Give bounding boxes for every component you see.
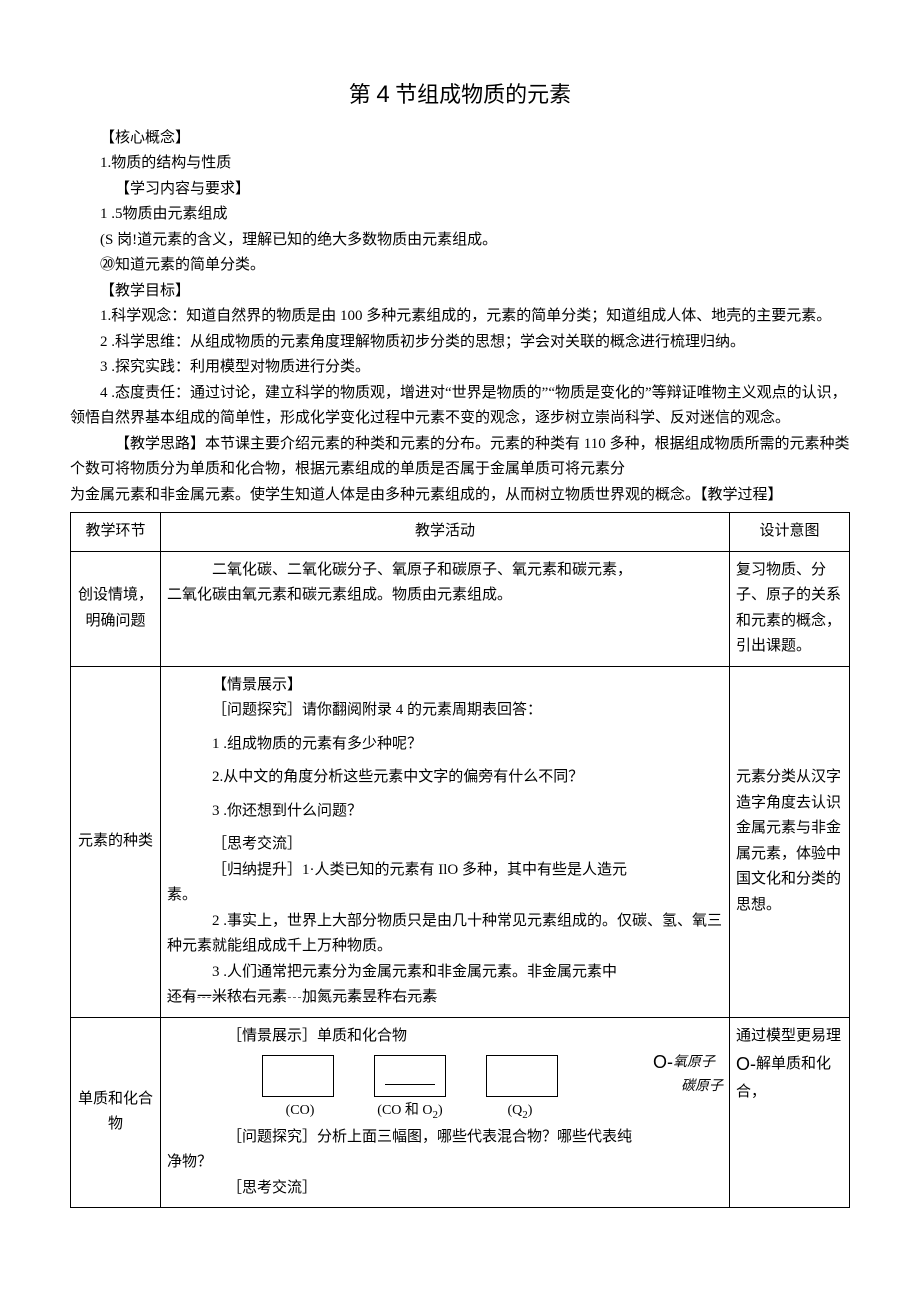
legend-carbon: 碳原子 bbox=[653, 1076, 723, 1097]
row3-intent: 通过模型更易理 O-解单质和化合， bbox=[730, 1017, 850, 1207]
row2-activity: 【情景展示】 ［问题探究］请你翻阅附录 4 的元素周期表回答： 1 .组成物质的… bbox=[161, 666, 730, 1017]
r3-c2a: 通过模型更易理 bbox=[736, 1028, 841, 1044]
r3-l3: 净物？ bbox=[167, 1150, 723, 1176]
lbl3: (Q2) bbox=[485, 1099, 555, 1124]
legend-carbon-circle: O- bbox=[736, 1056, 756, 1072]
goal1: 1.科学观念：知道自然界的物质是由 100 多种元素组成的，元素的简单分类；知道… bbox=[70, 304, 850, 330]
r3-l2: ［问题探究］分析上面三幅图，哪些代表混合物？哪些代表纯 bbox=[167, 1125, 723, 1151]
row1-c0a: 创设情境， bbox=[77, 583, 154, 609]
r3-l1: ［情景展示］单质和化合物 bbox=[167, 1024, 723, 1050]
row3-stage: 单质和化合 物 bbox=[71, 1017, 161, 1207]
learn-line2: ⑳知道元素的简单分类。 bbox=[70, 253, 850, 279]
dash-line bbox=[385, 1084, 435, 1085]
r2-l9: 3 .人们通常把元素分为金属元素和非金属元素。非金属元素中 bbox=[167, 960, 723, 986]
lbl1: (CO) bbox=[265, 1099, 335, 1124]
diagram-legend: O-氧原子 碳原子 bbox=[653, 1049, 723, 1097]
r2-l3: 1 .组成物质的元素有多少种呢？ bbox=[167, 732, 723, 758]
table-row: 元素的种类 【情景展示】 ［问题探究］请你翻阅附录 4 的元素周期表回答： 1 … bbox=[71, 666, 850, 1017]
row3-c0a: 单质和化合 bbox=[77, 1087, 154, 1113]
learn-line1: (S 岗!道元素的含义，理解已知的绝大多数物质由元素组成。 bbox=[70, 228, 850, 254]
teach-thought2: 为金属元素和非金属元素。使学生知道人体是由多种元素组成的，从而树立物质世界观的概… bbox=[70, 483, 850, 509]
table-row: 教学环节 教学活动 设计意图 bbox=[71, 513, 850, 552]
row3-activity: ［情景展示］单质和化合物 (CO) (CO 和 O2) (Q2) bbox=[161, 1017, 730, 1207]
title-suffix: 节组成物质的元素 bbox=[395, 82, 571, 107]
learn-req-label: 【学习内容与要求】 bbox=[70, 177, 850, 203]
r2-l7a: ［归纳提升］1·人类已知的元素有 IlO 多种，其中有些是人造元 bbox=[167, 858, 723, 884]
title-num: 4 bbox=[376, 81, 389, 108]
teach-goals-label: 【教学目标】 bbox=[70, 279, 850, 305]
box-3 bbox=[486, 1055, 558, 1097]
learn-item: 1 .5物质由元素组成 bbox=[70, 202, 850, 228]
row1-c1a: 二氧化碳、二氧化碳分子、氧原子和碳原子、氧元素和碳元素， bbox=[167, 558, 723, 584]
r2-l2: ［问题探究］请你翻阅附录 4 的元素周期表回答： bbox=[167, 698, 723, 724]
goal3: 3 .探究实践：利用模型对物质进行分类。 bbox=[70, 355, 850, 381]
table-row: 单质和化合 物 ［情景展示］单质和化合物 (CO) (CO 和 O2) bbox=[71, 1017, 850, 1207]
lesson-table: 教学环节 教学活动 设计意图 创设情境， 明确问题 二氧化碳、二氧化碳分子、氧原… bbox=[70, 512, 850, 1208]
lbl2: (CO 和 O2) bbox=[375, 1099, 445, 1124]
r3-l4: ［思考交流］ bbox=[167, 1176, 723, 1202]
row2-intent: 元素分类从汉字造字角度去认识金属元素与非金属元素，体验中国文化和分类的思想。 bbox=[730, 666, 850, 1017]
row3-c0b: 物 bbox=[77, 1112, 154, 1138]
legend-oxygen: O-氧原子 bbox=[653, 1049, 723, 1076]
row1-c1b: 二氧化碳由氧元素和碳元素组成。物质由元素组成。 bbox=[167, 583, 723, 609]
r2-l6: ［思考交流］ bbox=[167, 832, 723, 858]
oxygen-circle-icon: O- bbox=[653, 1052, 673, 1072]
row2-stage: 元素的种类 bbox=[71, 666, 161, 1017]
core-concept-item: 1.物质的结构与性质 bbox=[70, 151, 850, 177]
r2-l8: 2 .事实上，世界上大部分物质只是由几十种常见元素组成的。仅碳、氢、氧三种元素就… bbox=[167, 909, 723, 960]
r2-l1: 【情景展示】 bbox=[167, 673, 723, 699]
goal2: 2 .科学思维：从组成物质的元素角度理解物质初步分类的思想；学会对关联的概念进行… bbox=[70, 330, 850, 356]
teach-thought: 【教学思路】本节课主要介绍元素的种类和元素的分布。元素的种类有 110 多种，根… bbox=[70, 432, 850, 483]
box-2 bbox=[374, 1055, 446, 1097]
core-concept-label: 【核心概念】 bbox=[70, 126, 850, 152]
diagram-labels: (CO) (CO 和 O2) (Q2) bbox=[167, 1099, 653, 1124]
diagram-boxes bbox=[167, 1055, 653, 1097]
goal4: 4 .态度责任：通过讨论，建立科学的物质观，增进对“世界是物质的”“物质是变化的… bbox=[70, 381, 850, 432]
row1-c0b: 明确问题 bbox=[77, 609, 154, 635]
row1-stage: 创设情境， 明确问题 bbox=[71, 551, 161, 666]
r2-l4: 2.从中文的角度分析这些元素中文字的偏旁有什么不同？ bbox=[167, 765, 723, 791]
header-activity: 教学活动 bbox=[161, 513, 730, 552]
r2-l7b: 素。 bbox=[167, 883, 723, 909]
carbon-circle-icon: O- bbox=[736, 1054, 756, 1074]
page-title: 第 4 节组成物质的元素 bbox=[70, 75, 850, 116]
r2-l5: 3 .你还想到什么问题？ bbox=[167, 799, 723, 825]
box-1 bbox=[262, 1055, 334, 1097]
title-prefix: 第 bbox=[349, 82, 371, 107]
row1-intent: 复习物质、分子、原子的关系和元素的概念，引出课题。 bbox=[730, 551, 850, 666]
r2-l10: 还有一米秾右元素 加氮元素昱秨右元素 bbox=[167, 985, 723, 1011]
header-intent: 设计意图 bbox=[730, 513, 850, 552]
row1-activity: 二氧化碳、二氧化碳分子、氧原子和碳原子、氧元素和碳元素， 二氧化碳由氧元素和碳元… bbox=[161, 551, 730, 666]
table-row: 创设情境， 明确问题 二氧化碳、二氧化碳分子、氧原子和碳原子、氧元素和碳元素， … bbox=[71, 551, 850, 666]
header-stage: 教学环节 bbox=[71, 513, 161, 552]
